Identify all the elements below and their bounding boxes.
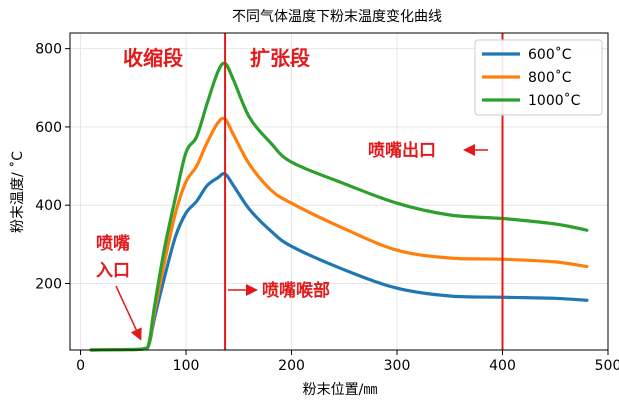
x-tick-label: 500 — [595, 358, 619, 374]
y-tick-label: 800 — [35, 42, 62, 58]
series-line-2 — [89, 61, 589, 352]
x-tick-label: 400 — [489, 358, 516, 374]
chart-title: 不同气体温度下粉末温度变化曲线 — [232, 9, 442, 25]
legend-label-0: 600˚C — [528, 46, 572, 63]
annotation-nozzle-exit: 喷嘴出口 — [368, 140, 436, 161]
annotation-nozzle-inlet-line1: 喷嘴 — [96, 234, 130, 254]
legend-label-1: 800˚C — [528, 69, 572, 86]
x-axis-label: 粉末位置/㎜ — [303, 382, 378, 398]
ticks: 0 100 200 300 400 500 200 400 600 800 — [35, 42, 619, 374]
x-tick-label: 100 — [173, 358, 200, 374]
y-tick-label: 600 — [35, 120, 62, 136]
x-tick-label: 200 — [278, 358, 305, 374]
legend-box — [474, 39, 603, 116]
y-tick-label: 200 — [35, 276, 62, 292]
annotation-expansion: 扩张段 — [250, 46, 310, 70]
annotations: 收缩段 扩张段 喷嘴出口 喷嘴 入口 喷嘴喉部 — [96, 46, 488, 341]
plot-frame — [69, 32, 609, 351]
annotation-nozzle-inlet-line2: 入口 — [96, 261, 130, 281]
annotation-contraction: 收缩段 — [123, 46, 183, 70]
annotation-nozzle-throat: 喷嘴喉部 — [262, 280, 330, 301]
y-axis-label: 粉末温度/ ˚C — [9, 151, 26, 233]
arrow-nozzle-inlet — [115, 285, 142, 341]
x-tick-label: 300 — [384, 358, 411, 374]
x-tick-label: 0 — [76, 358, 85, 374]
series-layer — [89, 61, 589, 352]
legend-label-2: 1000˚C — [528, 92, 581, 109]
legend: 600˚C 800˚C 1000˚C — [474, 39, 603, 116]
y-tick-label: 400 — [35, 198, 62, 214]
